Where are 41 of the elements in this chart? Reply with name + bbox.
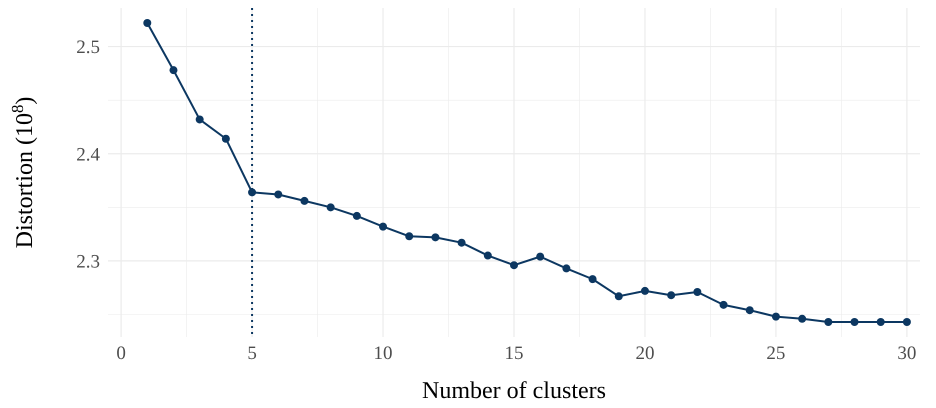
point <box>248 188 256 196</box>
y-tick-label: 2.4 <box>76 144 100 166</box>
x-tick-label: 5 <box>247 343 257 364</box>
point <box>169 66 178 74</box>
point <box>850 318 859 326</box>
x-tick-label: 25 <box>766 343 786 364</box>
point <box>798 314 806 323</box>
point <box>824 318 832 326</box>
x-tick-label: 15 <box>504 343 524 364</box>
point <box>640 286 649 295</box>
point <box>746 306 754 314</box>
y-tick-label: 2.5 <box>76 37 100 58</box>
point <box>484 252 492 260</box>
x-axis-title: Number of clusters <box>422 378 606 404</box>
point <box>431 233 440 242</box>
point <box>458 238 466 247</box>
point <box>588 275 597 284</box>
point <box>379 222 388 231</box>
x-tick-label: 10 <box>374 343 393 364</box>
point <box>562 264 570 272</box>
point <box>274 190 282 198</box>
point <box>876 318 885 326</box>
point <box>536 252 544 261</box>
point <box>326 203 335 212</box>
point <box>693 288 702 296</box>
x-tick-label: 0 <box>116 343 126 364</box>
point <box>143 19 152 28</box>
point <box>352 212 361 220</box>
y-tick-label: 2.3 <box>76 252 100 273</box>
point <box>196 115 204 124</box>
x-tick-label: 20 <box>635 343 654 364</box>
point <box>614 292 623 300</box>
point <box>405 232 414 240</box>
x-tick-label: 30 <box>897 343 916 364</box>
point <box>772 312 780 321</box>
point <box>222 134 230 143</box>
point <box>720 300 728 309</box>
point <box>667 291 676 300</box>
point <box>902 318 911 326</box>
point <box>300 196 308 205</box>
point <box>510 261 518 270</box>
